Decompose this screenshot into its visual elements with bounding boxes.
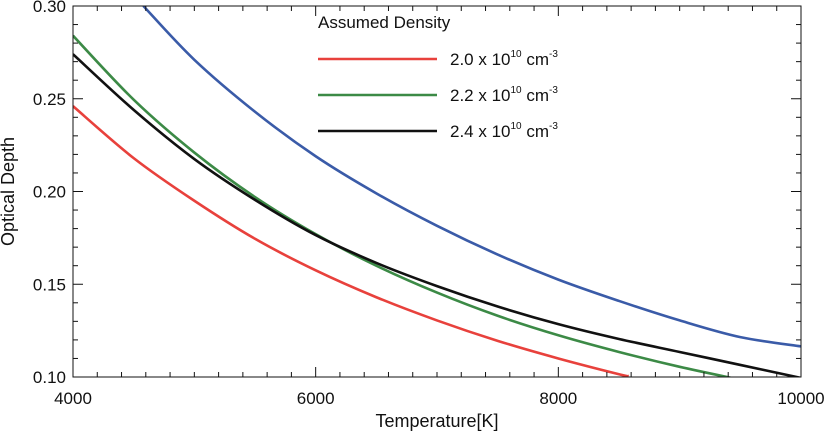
series-line-3 xyxy=(142,6,801,348)
tick-labels: 4000 6000 8000 10000 0.10 0.15 0.20 0.25 0.30 xyxy=(33,0,825,408)
legend-exp: 10 xyxy=(511,49,523,60)
legend: Assumed Density 2.0 x 1010 cm-32.2 x 101… xyxy=(318,13,558,141)
x-tick-label: 4000 xyxy=(54,389,92,408)
y-tick-label: 0.25 xyxy=(33,90,66,109)
series-line-0 xyxy=(73,105,629,377)
y-tick-label: 0.30 xyxy=(33,0,66,16)
series-line-2 xyxy=(73,53,801,377)
y-tick-label: 0.15 xyxy=(33,275,66,294)
legend-entries: 2.0 x 1010 cm-32.2 x 1010 cm-32.4 x 1010… xyxy=(318,49,558,141)
y-tick-label: 0.20 xyxy=(33,183,66,202)
y-axis-title: Optical Depth xyxy=(0,137,18,246)
legend-unit: cm xyxy=(522,86,549,105)
y-tick-label: 0.10 xyxy=(33,368,66,387)
legend-label: 2.0 x 1010 cm-3 xyxy=(450,49,558,69)
series-line-1 xyxy=(73,34,734,377)
legend-exp: 10 xyxy=(511,85,523,96)
legend-unit_exp: -3 xyxy=(549,121,558,132)
legend-base: 2.4 x 10 xyxy=(450,122,511,141)
x-axis-title: Temperature[K] xyxy=(375,411,498,431)
legend-unit: cm xyxy=(522,122,549,141)
legend-base: 2.0 x 10 xyxy=(450,50,511,69)
axis-ticks xyxy=(72,5,802,378)
legend-label: 2.2 x 1010 cm-3 xyxy=(450,85,558,105)
legend-base: 2.2 x 10 xyxy=(450,86,511,105)
legend-unit: cm xyxy=(522,50,549,69)
x-tick-label: 10000 xyxy=(777,389,824,408)
x-tick-label: 6000 xyxy=(297,389,335,408)
legend-unit_exp: -3 xyxy=(549,85,558,96)
legend-exp: 10 xyxy=(511,121,523,132)
x-tick-label: 8000 xyxy=(539,389,577,408)
legend-unit_exp: -3 xyxy=(549,49,558,60)
legend-title: Assumed Density xyxy=(318,13,451,32)
legend-label: 2.4 x 1010 cm-3 xyxy=(450,121,558,141)
series-lines xyxy=(73,6,801,377)
